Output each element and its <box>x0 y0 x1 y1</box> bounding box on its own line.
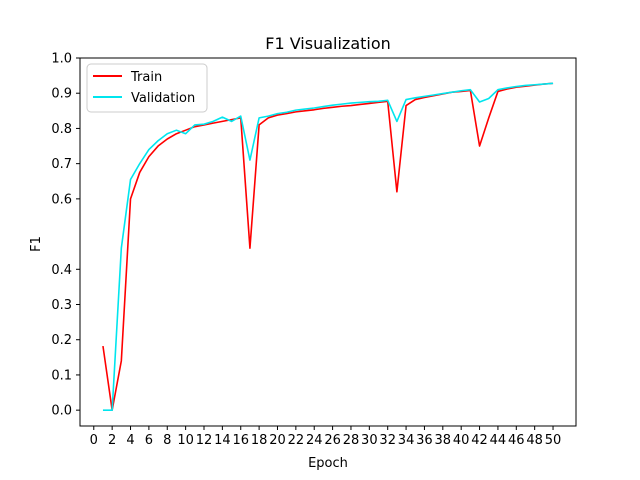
x-tick-label: 2 <box>108 433 116 448</box>
y-tick-label: 0.8 <box>51 122 72 137</box>
x-tick-label: 12 <box>196 433 213 448</box>
x-tick-label: 32 <box>379 433 396 448</box>
y-tick-label: 1.0 <box>51 52 72 67</box>
x-tick-label: 46 <box>508 433 525 448</box>
x-tick-label: 10 <box>177 433 194 448</box>
y-tick-label: 0.9 <box>51 87 72 102</box>
axes-layer: 0 2 4 6 8 10 12 14 16 18 20 22 24 26 28 30 32 34 36 38 40 42 4… <box>51 52 577 448</box>
x-tick-label: 6 <box>145 433 153 448</box>
x-tick-label: 42 <box>471 433 488 448</box>
x-tick-label: 50 <box>545 433 562 448</box>
series-line-train <box>102 82 554 411</box>
x-tick-label: 0 <box>90 433 98 448</box>
x-tick-label: 48 <box>526 433 543 448</box>
x-tick-label: 30 <box>361 433 378 448</box>
plot-background <box>80 58 576 426</box>
y-tick-label: 0.6 <box>51 192 72 207</box>
plot-area <box>80 58 576 426</box>
x-tick-label: 24 <box>306 433 323 448</box>
y-tick-label: 0.1 <box>51 368 72 383</box>
x-tick-label: 36 <box>416 433 433 448</box>
series-line-validation <box>102 82 554 411</box>
x-tick-label: 38 <box>435 433 452 448</box>
y-tick-label: 0.4 <box>51 263 72 278</box>
y-axis-label: F1 <box>29 236 44 252</box>
chart-title: F1 Visualization <box>265 34 391 53</box>
x-tick-label: 28 <box>343 433 360 448</box>
y-tick-label: 0.3 <box>51 298 72 313</box>
y-tick-label: 0.0 <box>51 404 72 419</box>
y-tick-label: 0.2 <box>51 333 72 348</box>
x-tick-label: 40 <box>453 433 470 448</box>
x-tick-label: 20 <box>269 433 286 448</box>
legend-validation-label: Validation <box>131 91 195 106</box>
x-tick-label: 18 <box>251 433 268 448</box>
x-tick-label: 22 <box>288 433 305 448</box>
x-tick-label: 4 <box>126 433 134 448</box>
x-tick-label: 8 <box>163 433 171 448</box>
x-axis-label: Epoch <box>308 456 348 471</box>
series-layer <box>102 82 554 411</box>
x-tick-label: 16 <box>232 433 249 448</box>
x-tick-label: 34 <box>398 433 415 448</box>
x-tick-label: 44 <box>490 433 507 448</box>
y-tick-label: 0.7 <box>51 157 72 172</box>
legend-train-label: Train <box>130 70 162 85</box>
x-tick-label: 14 <box>214 433 231 448</box>
legend: Train Validation <box>86 63 208 113</box>
axes-frame <box>79 57 577 427</box>
x-tick-label: 26 <box>324 433 341 448</box>
